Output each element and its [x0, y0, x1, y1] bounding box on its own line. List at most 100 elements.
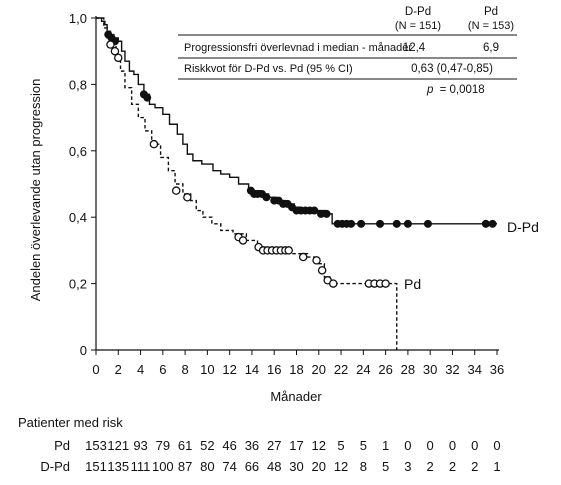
risk-cell: 36	[244, 438, 260, 453]
risk-cell: 2	[448, 459, 457, 474]
y-tick-label: 0,2	[69, 277, 87, 292]
censor-marker-pd	[149, 139, 159, 149]
stats-col-pd-n: (N = 153)	[468, 20, 514, 32]
risk-cell: 12	[311, 438, 326, 453]
risk-cell: 2	[471, 459, 479, 474]
risk-cell: 153	[85, 438, 107, 453]
censor-marker-pd	[106, 40, 115, 49]
censor-marker-pd	[183, 193, 192, 202]
risk-cell: 12	[333, 459, 349, 474]
risk-row-label: D-Pd	[40, 459, 70, 474]
x-tick-label: 2	[115, 362, 122, 377]
x-tick-label: 14	[245, 362, 259, 377]
x-tick-label: 8	[181, 362, 188, 377]
x-tick-label: 20	[312, 362, 326, 377]
censor-marker-pd	[312, 256, 321, 265]
x-tick-label: 34	[467, 362, 481, 377]
stats-p-number: = 0,0018	[440, 84, 485, 96]
stats-row-median-pd: 6,9	[483, 42, 499, 54]
risk-cell: 5	[381, 459, 390, 474]
risk-cell: 1	[493, 459, 501, 474]
risk-cell: 135	[107, 459, 130, 474]
x-tick-label: 4	[137, 362, 144, 377]
stats-col-d-pd-n: (N = 151)	[395, 20, 441, 32]
censor-marker-d-pd	[403, 219, 412, 228]
risk-cell: 80	[200, 459, 215, 474]
x-tick-label: 0	[92, 362, 99, 377]
stats-row-hr-value: 0,63 (0,47-0,85)	[411, 63, 493, 75]
risk-cell: 2	[426, 459, 434, 474]
y-axis-label: Andelen överlevande utan progression	[28, 79, 43, 302]
risk-cell: 30	[289, 459, 304, 474]
censor-marker-pd	[114, 53, 123, 63]
y-tick-label: 0,8	[69, 77, 87, 92]
x-tick-label: 10	[200, 362, 214, 377]
censor-marker-pd	[238, 236, 248, 245]
censor-marker-pd	[317, 266, 327, 275]
risk-cell: 0	[404, 438, 412, 453]
x-tick-label: 30	[423, 362, 437, 377]
x-tick-label: 16	[267, 362, 281, 377]
risk-cell: 48	[266, 459, 282, 474]
risk-cell: 0	[471, 438, 479, 453]
stats-p-value: p = 0,0018	[426, 84, 485, 96]
y-tick-label: 0	[80, 343, 87, 358]
x-tick-label: 6	[159, 362, 166, 377]
censor-marker-pd	[110, 46, 120, 56]
y-tick-label: 0,6	[69, 144, 87, 159]
risk-cell: 20	[311, 459, 326, 474]
censor-marker-pd	[298, 252, 308, 262]
axes: 00,20,40,60,81,00 2 4 6 8 10 12 14 16 18 20 22 24 26 2…	[69, 11, 504, 377]
risk-cell: 46	[222, 438, 237, 453]
x-axis-label: Månader	[270, 389, 322, 404]
risk-cell: 79	[155, 438, 171, 453]
censor-marker-pd	[171, 186, 181, 195]
x-tick-label: 22	[334, 362, 348, 377]
censor-marker-d-pd	[143, 93, 152, 102]
series-line-pd	[96, 17, 398, 350]
risk-cell: 87	[177, 459, 193, 474]
censor-marker-d-pd	[322, 209, 331, 218]
stats-row-median-label: Progressionsfri överlevnad i median - må…	[184, 42, 412, 54]
risk-cell: 27	[266, 438, 282, 453]
y-tick-label: 0,4	[69, 210, 87, 225]
risk-cell: 0	[448, 438, 457, 453]
series-label-pd: Pd	[404, 276, 421, 292]
censor-marker-d-pd	[488, 219, 497, 228]
censor-marker-d-pd	[357, 219, 366, 228]
stats-row-hr-label: Riskkvot för D-Pd vs. Pd (95 % CI)	[184, 63, 353, 75]
x-tick-label: 26	[378, 362, 392, 377]
risk-cell: 5	[359, 438, 367, 453]
risk-table-title: Patienter med risk	[18, 415, 123, 430]
risk-cell: 93	[133, 438, 148, 453]
risk-cell: 52	[200, 438, 215, 453]
stats-table: D-Pd (N = 151) Pd (N = 153) Progressions…	[178, 6, 517, 96]
risk-cell: 100	[151, 459, 174, 474]
risk-cell: 151	[85, 459, 107, 474]
stats-col-pd-name: Pd	[484, 6, 498, 18]
risk-cell: 121	[107, 438, 130, 453]
risk-cell: 5	[337, 438, 345, 453]
censor-marker-d-pd	[481, 219, 490, 228]
series-label-d-pd: D-Pd	[507, 219, 539, 235]
censor-marker-pd	[329, 279, 338, 288]
censor-marker-d-pd	[423, 219, 432, 228]
risk-row-label: Pd	[54, 438, 70, 453]
risk-cell: 8	[359, 459, 367, 474]
risk-cell: 0	[426, 438, 434, 453]
stats-row-median-d-pd: 12,4	[403, 42, 426, 54]
censor-marker-d-pd	[310, 206, 319, 215]
risk-cell: 17	[289, 438, 304, 453]
x-tick-label: 18	[289, 362, 303, 377]
censor-marker-pd	[381, 279, 390, 288]
x-tick-label: 28	[401, 362, 415, 377]
x-tick-label: 24	[356, 362, 370, 377]
risk-cell: 0	[493, 438, 501, 453]
risk-cell: 66	[244, 459, 260, 474]
censor-marker-d-pd	[392, 219, 401, 228]
risk-cell: 111	[130, 459, 151, 474]
censor-marker-pd	[284, 246, 293, 255]
censor-marker-d-pd	[262, 193, 271, 202]
risk-cell: 3	[404, 459, 412, 474]
x-tick-label: 32	[445, 362, 459, 377]
